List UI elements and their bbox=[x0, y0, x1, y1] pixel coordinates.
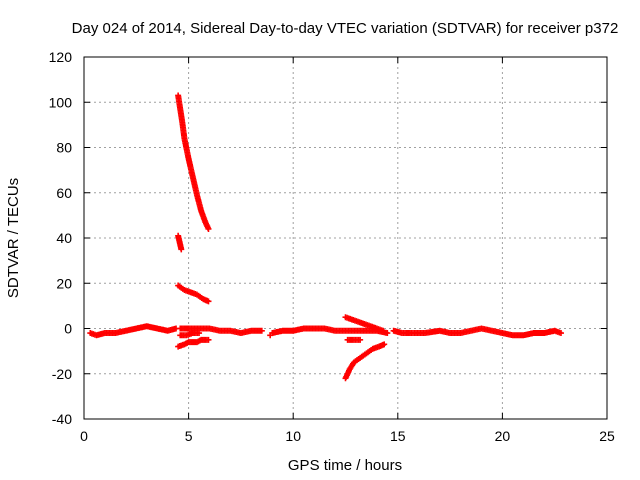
data-point bbox=[357, 336, 364, 343]
series-baseline-1 bbox=[87, 323, 180, 339]
data-point bbox=[178, 246, 185, 253]
series-decay-13h-neg bbox=[342, 341, 388, 382]
y-tick-label: 0 bbox=[64, 321, 72, 337]
series-decay-13h-pos bbox=[342, 314, 387, 334]
series-isolated bbox=[267, 332, 274, 339]
y-tick-label: 100 bbox=[49, 94, 73, 110]
y-tick-label: 80 bbox=[56, 140, 72, 156]
y-tick-label: 60 bbox=[56, 185, 72, 201]
y-axis-label: SDTVAR / TECUs bbox=[5, 178, 22, 298]
series-minor-cluster bbox=[177, 330, 203, 339]
x-axis-label: GPS time / hours bbox=[288, 457, 402, 474]
data-point bbox=[557, 330, 564, 337]
data-point bbox=[258, 327, 265, 334]
x-tick-label: 0 bbox=[80, 428, 88, 444]
y-tick-label: -40 bbox=[52, 411, 72, 427]
y-tick-label: 40 bbox=[56, 230, 72, 246]
series-decay-20 bbox=[175, 282, 212, 305]
data-points bbox=[87, 92, 564, 382]
x-tick-label: 20 bbox=[495, 428, 511, 444]
data-point bbox=[205, 298, 212, 305]
axis-ticks: 0 5 10 15 20 25 -40 -20 0 20 40 60 80 100 120 bbox=[49, 49, 615, 444]
y-tick-label: 120 bbox=[49, 49, 73, 65]
series-negative-cluster bbox=[175, 336, 212, 350]
data-point bbox=[205, 336, 212, 343]
data-point bbox=[267, 332, 274, 339]
x-tick-label: 25 bbox=[599, 428, 615, 444]
grid bbox=[84, 57, 607, 419]
chart-title: Day 024 of 2014, Sidereal Day-to-day VTE… bbox=[72, 20, 619, 37]
series-baseline-4 bbox=[390, 325, 564, 339]
series-cluster-40 bbox=[175, 232, 185, 253]
data-point bbox=[205, 225, 212, 232]
data-point bbox=[381, 341, 388, 348]
series-decay-high bbox=[175, 92, 212, 232]
x-tick-label: 15 bbox=[390, 428, 406, 444]
x-tick-label: 10 bbox=[285, 428, 301, 444]
data-point bbox=[380, 327, 387, 334]
y-tick-label: 20 bbox=[56, 275, 72, 291]
data-point bbox=[384, 330, 391, 337]
data-point bbox=[196, 330, 203, 337]
x-tick-label: 5 bbox=[185, 428, 193, 444]
series-minor-13h bbox=[344, 336, 364, 343]
y-tick-label: -20 bbox=[52, 366, 72, 382]
